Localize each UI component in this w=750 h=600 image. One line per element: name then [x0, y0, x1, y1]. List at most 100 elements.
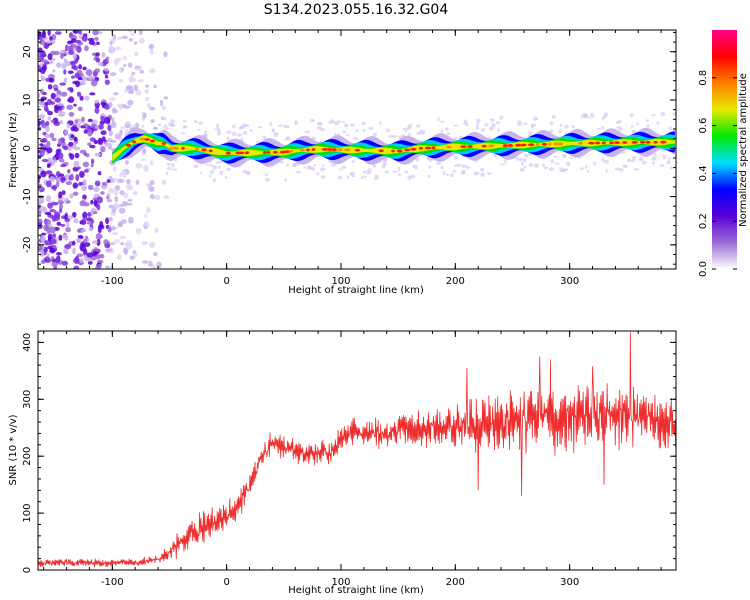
faint-speck: [639, 156, 643, 161]
noise-speck: [107, 124, 112, 132]
faint-speck: [388, 135, 394, 138]
noise-speck: [153, 251, 158, 257]
faint-speck: [642, 160, 647, 165]
noise-speck: [123, 192, 129, 199]
noise-speck: [64, 243, 72, 250]
ridge-peak: [354, 148, 361, 152]
noise-speck: [38, 64, 42, 72]
noise-speck: [98, 259, 104, 264]
faint-speck: [504, 158, 507, 164]
faint-speck: [666, 160, 671, 165]
faint-speck: [372, 164, 377, 168]
ridge-peak: [378, 149, 384, 153]
faint-speck: [440, 165, 444, 170]
noise-speck: [52, 159, 58, 163]
noise-speck: [56, 62, 62, 68]
heatmap-x-tick-label: 100: [331, 276, 350, 287]
faint-speck: [527, 131, 533, 134]
noise-speck: [141, 240, 149, 246]
noise-speck: [104, 74, 109, 79]
faint-speck: [209, 164, 214, 167]
noise-speck: [50, 185, 58, 190]
noise-speck: [161, 179, 167, 185]
faint-speck: [362, 128, 366, 132]
faint-speck: [385, 128, 391, 133]
noise-speck: [73, 146, 81, 151]
faint-speck: [645, 119, 649, 123]
faint-speck: [563, 168, 567, 173]
noise-speck: [73, 218, 79, 224]
noise-speck: [40, 70, 46, 75]
faint-speck: [497, 127, 500, 133]
faint-speck: [659, 164, 665, 167]
ridge-peak: [321, 148, 329, 151]
noise-speck: [73, 257, 80, 264]
faint-speck: [551, 114, 556, 119]
noise-speck: [74, 152, 80, 159]
noise-speck: [72, 30, 80, 34]
noise-speck: [93, 211, 98, 215]
faint-speck: [172, 168, 178, 171]
faint-speck: [193, 164, 199, 169]
noise-speck: [50, 119, 55, 123]
ridge-peak: [535, 143, 540, 146]
faint-speck: [519, 157, 523, 162]
faint-speck: [392, 170, 398, 173]
noise-speck: [76, 253, 84, 258]
noise-speck: [82, 161, 90, 168]
ridge-peak: [144, 138, 150, 141]
faint-speck: [205, 163, 210, 166]
noise-speck: [82, 66, 87, 71]
ridge-peak: [578, 141, 583, 145]
ridge-peak: [431, 146, 436, 150]
noise-speck: [114, 185, 121, 191]
noise-speck: [63, 77, 68, 83]
noise-speck: [77, 106, 83, 112]
ridge-peak: [391, 149, 395, 153]
faint-speck: [269, 122, 273, 126]
snr-frame: [37, 330, 677, 571]
noise-speck: [113, 165, 117, 173]
noise-speck: [80, 228, 87, 233]
faint-speck: [384, 170, 389, 174]
noise-speck: [78, 30, 82, 35]
faint-speck: [199, 171, 203, 175]
noise-speck: [83, 169, 89, 173]
faint-speck: [286, 163, 289, 168]
noise-speck: [128, 85, 134, 93]
faint-speck: [651, 156, 657, 161]
faint-speck: [182, 125, 188, 129]
faint-speck: [224, 176, 228, 179]
noise-speck: [51, 137, 57, 142]
noise-speck: [125, 120, 131, 125]
faint-speck: [360, 176, 365, 179]
faint-speck: [204, 130, 208, 135]
noise-speck: [100, 101, 107, 106]
ridge-peak: [488, 144, 495, 148]
noise-speck: [89, 92, 96, 96]
noise-speck: [81, 35, 88, 42]
noise-speck: [60, 164, 67, 168]
faint-speck: [601, 157, 605, 162]
faint-speck: [495, 121, 501, 125]
noise-speck: [121, 35, 129, 39]
ridge-peak: [631, 141, 638, 144]
colorbar-tick-label: 0.0: [698, 261, 709, 277]
noise-speck: [94, 99, 100, 104]
noise-speck: [40, 149, 45, 157]
faint-speck: [218, 165, 221, 170]
noise-speck: [44, 43, 49, 50]
faint-speck: [618, 168, 624, 172]
ridge-peak: [404, 148, 411, 152]
noise-speck: [80, 80, 87, 86]
snr-x-tick-label: -100: [101, 577, 124, 588]
noise-speck: [60, 52, 64, 60]
faint-speck: [488, 127, 494, 131]
faint-speck: [490, 118, 495, 123]
noise-speck: [110, 121, 117, 129]
ridge-peak: [279, 150, 287, 154]
noise-speck: [63, 69, 67, 75]
noise-speck: [82, 194, 87, 200]
noise-speck: [107, 142, 113, 150]
faint-speck: [534, 163, 540, 168]
